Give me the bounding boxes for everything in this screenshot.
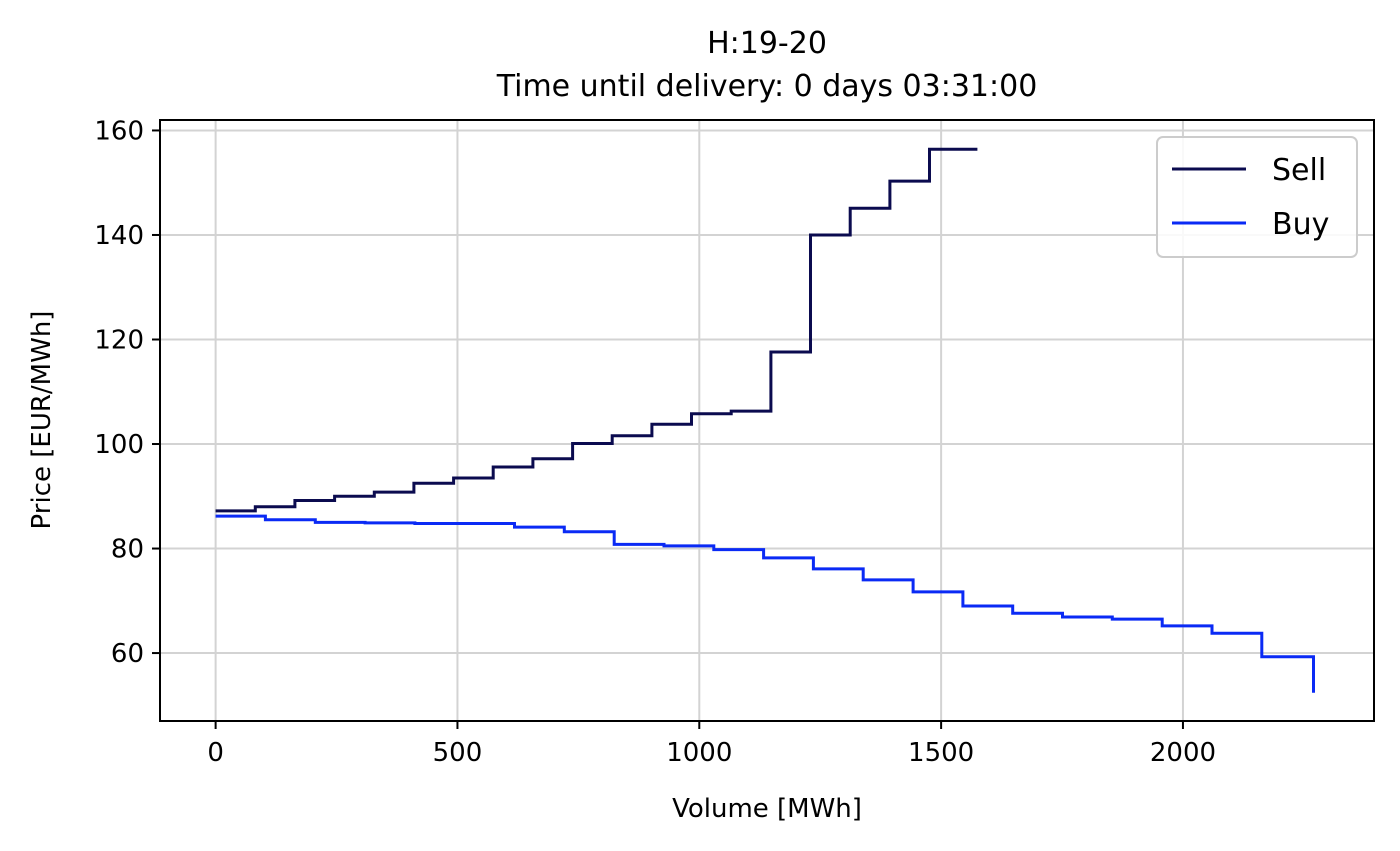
series-line-buy bbox=[215, 514, 1315, 693]
chart-subtitle: Time until delivery: 0 days 03:31:00 bbox=[496, 69, 1038, 104]
y-tick-label: 160 bbox=[94, 116, 144, 146]
x-tick-label: 1000 bbox=[666, 738, 732, 768]
y-tick-label: 140 bbox=[94, 221, 144, 251]
y-tick-label: 60 bbox=[111, 639, 144, 669]
legend-box bbox=[1156, 136, 1358, 258]
chart-title: H:19-20 bbox=[707, 26, 827, 61]
ticks: 0 500 1000 1500 2000 60 80 100 120 140 160 bbox=[94, 116, 1216, 768]
x-tick-label: 500 bbox=[433, 738, 483, 768]
y-tick-label: 120 bbox=[94, 325, 144, 355]
y-axis-label: Price [EUR/MWh] bbox=[27, 311, 57, 530]
y-tick-label: 100 bbox=[94, 430, 144, 460]
series-layer bbox=[215, 147, 1315, 693]
y-tick-label: 80 bbox=[111, 535, 144, 565]
legend: Sell Buy bbox=[1156, 136, 1358, 258]
legend-label-sell: Sell bbox=[1272, 153, 1326, 188]
legend-label-buy: Buy bbox=[1272, 207, 1329, 242]
x-tick-label: 2000 bbox=[1150, 738, 1216, 768]
x-axis-label: Volume [MWh] bbox=[672, 794, 862, 824]
plot-frame bbox=[159, 119, 1375, 722]
x-tick-label: 1500 bbox=[908, 738, 974, 768]
x-tick-label: 0 bbox=[207, 738, 224, 768]
series-line-sell bbox=[215, 147, 978, 513]
